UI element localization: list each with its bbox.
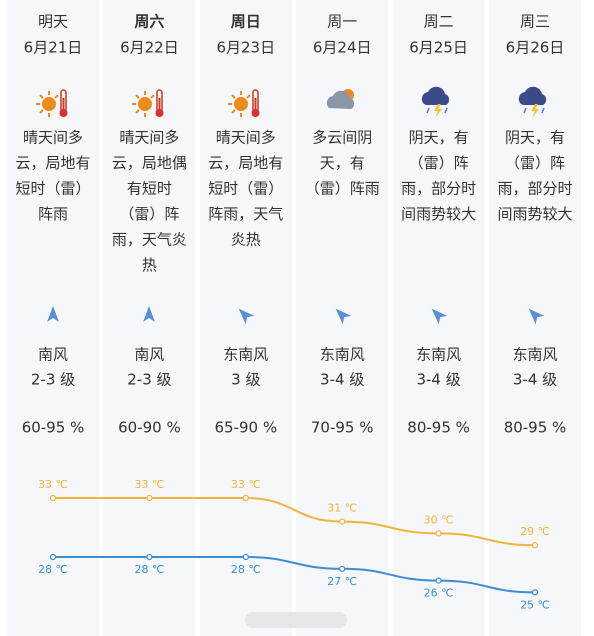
date: 6月24日 xyxy=(313,39,372,57)
weekday: 周一 xyxy=(327,13,357,31)
weekday: 周三 xyxy=(520,13,550,31)
wind-level: 3 级 xyxy=(231,371,260,389)
wind-direction: 南风 xyxy=(134,346,164,364)
description-line: 雨，部分时 xyxy=(401,180,476,198)
temperature-point xyxy=(435,530,442,537)
description-line: 间雨势较大 xyxy=(401,205,476,223)
temperature-label: 25 ℃ xyxy=(520,598,550,611)
description-line: 阴天，有 xyxy=(409,129,469,147)
temperature-point xyxy=(339,565,346,572)
temperature-point xyxy=(531,542,539,549)
temperature-label: 28 ℃ xyxy=(231,563,261,576)
wind-level: 2-3 级 xyxy=(31,371,75,389)
description-line: 阵雨，天气 xyxy=(208,205,283,223)
temperature-line xyxy=(53,496,536,547)
description-line: 热 xyxy=(142,256,157,274)
description-line: （雷）阵 xyxy=(409,154,469,172)
date: 6月26日 xyxy=(506,39,565,57)
temperature-label: 28 ℃ xyxy=(38,563,68,576)
date: 6月21日 xyxy=(24,39,83,57)
date: 6月25日 xyxy=(409,39,468,57)
temperature-point xyxy=(531,589,539,596)
temperature-point xyxy=(146,553,153,561)
wind-level: 2-3 级 xyxy=(127,371,171,389)
description-line: 有短时 xyxy=(127,180,172,198)
temperature-label: 33 ℃ xyxy=(134,478,164,491)
wind-level: 3-4 级 xyxy=(513,371,557,389)
description-line: （雷）阵雨 xyxy=(305,180,380,198)
temperature-point xyxy=(49,494,57,502)
temperature-label: 33 ℃ xyxy=(231,478,261,491)
wind-level: 3-4 级 xyxy=(416,371,460,389)
temperature-line xyxy=(52,555,536,594)
temperature-point xyxy=(339,518,346,525)
temperature-point xyxy=(49,553,57,561)
description-line: 云，局地偶 xyxy=(112,154,187,172)
wind-direction: 东南风 xyxy=(223,346,268,364)
description-line: 炎热 xyxy=(231,231,261,249)
temperature-label: 29 ℃ xyxy=(520,525,550,538)
weekday: 周二 xyxy=(424,13,454,31)
temperature-label: 33 ℃ xyxy=(38,478,68,491)
temperature-label: 27 ℃ xyxy=(327,575,357,588)
wind-direction: 东南风 xyxy=(512,346,557,364)
wind-level: 3-4 级 xyxy=(320,371,364,389)
humidity: 60-90 % xyxy=(118,419,181,437)
wind-direction: 东南风 xyxy=(416,346,461,364)
description-line: 雨，部分时 xyxy=(497,180,572,198)
temperature-label: 30 ℃ xyxy=(424,513,454,526)
temperature-point xyxy=(242,494,249,502)
date: 6月22日 xyxy=(120,39,179,57)
temperature-point xyxy=(146,494,153,502)
description-line: 间雨势较大 xyxy=(497,205,572,223)
description-line: 晴天间多 xyxy=(23,129,83,147)
weekday: 周六 xyxy=(134,13,164,31)
overlay-bar xyxy=(245,612,347,628)
humidity: 80-95 % xyxy=(504,419,567,437)
description-line: （雷）阵 xyxy=(505,154,565,172)
description-line: 晴天间多 xyxy=(216,129,276,147)
description-line: 短时（雷） xyxy=(208,180,283,198)
weekday: 明天 xyxy=(38,13,68,31)
date: 6月23日 xyxy=(216,39,275,57)
description-line: 短时（雷） xyxy=(15,180,90,198)
humidity: 60-95 % xyxy=(22,419,85,437)
temperature-label: 28 ℃ xyxy=(134,563,164,576)
temperature-point xyxy=(435,577,442,584)
temperature-label: 26 ℃ xyxy=(424,587,454,600)
wind-direction: 东南风 xyxy=(320,346,365,364)
humidity: 80-95 % xyxy=(407,419,470,437)
description-line: 云，局地有 xyxy=(15,154,90,172)
description-line: 多云间阴 xyxy=(312,129,372,147)
description-line: 雨，天气炎 xyxy=(112,231,187,249)
humidity: 70-95 % xyxy=(311,419,374,437)
wind-direction: 南风 xyxy=(38,346,68,364)
humidity: 65-90 % xyxy=(214,419,277,437)
description-line: 云，局地有 xyxy=(208,154,283,172)
temperature-point xyxy=(242,553,249,561)
temperature-label: 31 ℃ xyxy=(327,502,357,515)
description-line: 阵雨 xyxy=(38,205,68,223)
description-line: 阴天，有 xyxy=(505,129,565,147)
description-line: （雷）阵 xyxy=(119,205,179,223)
description-line: 晴天间多 xyxy=(119,129,179,147)
weekday: 周日 xyxy=(231,13,261,31)
description-line: 天，有 xyxy=(320,154,365,172)
